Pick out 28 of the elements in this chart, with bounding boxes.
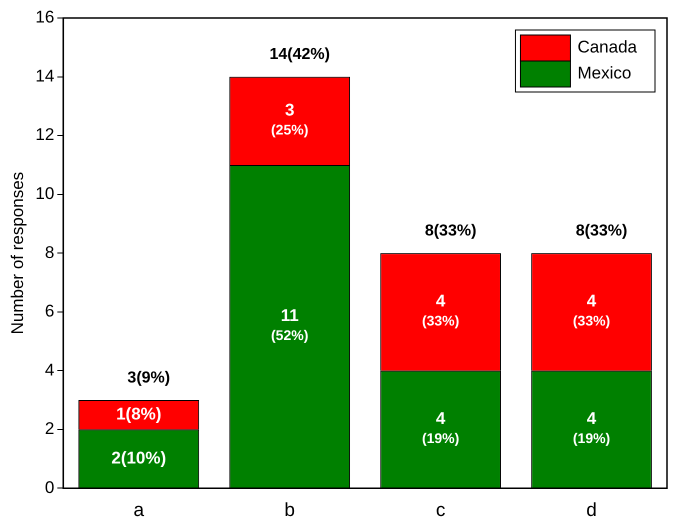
x-tick-label: d	[586, 500, 597, 521]
y-tick-label: 8	[44, 242, 54, 262]
data-label: 11 (52%)	[271, 306, 308, 344]
x-tick-label: c	[436, 500, 446, 521]
y-tick-label: 12	[35, 125, 54, 144]
total-label: 14(42%)	[269, 46, 330, 64]
data-label: 4 (19%)	[422, 408, 460, 446]
y-tick-label: 14	[35, 66, 54, 86]
y-axis-title: Number of responses	[8, 172, 27, 334]
y-tick-label: 2	[44, 419, 54, 438]
total-label: 3(9%)	[127, 369, 170, 386]
x-tick-label: b	[284, 500, 295, 521]
data-label: 2(10%)	[111, 448, 166, 468]
legend-label: Canada	[577, 38, 638, 57]
y-tick-label: 4	[44, 360, 54, 380]
data-label: 4 (33%)	[572, 292, 610, 329]
y-tick-label: 6	[44, 302, 54, 321]
y-tick-label: 16	[35, 8, 54, 27]
legend-label: Mexico	[577, 64, 632, 83]
y-tick-label: 10	[35, 184, 54, 204]
y-tick-label: 0	[44, 478, 54, 497]
data-label: 4 (19%)	[572, 408, 610, 446]
data-label: 1(8%)	[116, 404, 162, 424]
total-label: 8(33%)	[424, 222, 476, 240]
data-label: 3 (25%)	[271, 100, 308, 138]
total-label: 8(33%)	[576, 222, 628, 240]
x-tick-label: a	[133, 500, 144, 521]
data-label: 4 (33%)	[422, 292, 460, 329]
